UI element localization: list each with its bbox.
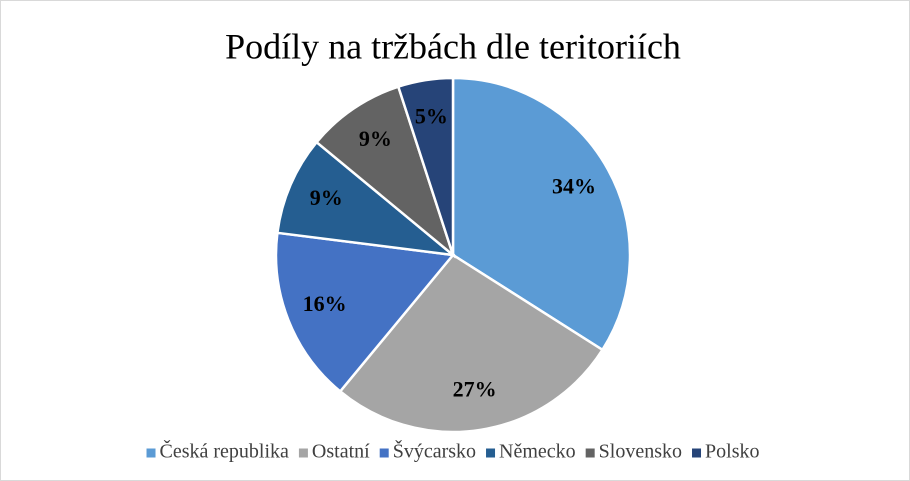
data-label: 16% [303, 291, 347, 316]
pie-slice [314, 85, 456, 259]
pie-slice [338, 253, 605, 434]
legend-label: Německo [499, 441, 576, 463]
pie-slice [396, 76, 455, 256]
data-label: 34% [552, 174, 596, 199]
legend-swatch [585, 448, 595, 458]
legend-swatch [298, 448, 308, 458]
data-label: 27% [453, 376, 497, 401]
pie-slice [274, 231, 456, 394]
data-label: 5% [415, 104, 448, 129]
data-label: 9% [359, 126, 392, 151]
legend-swatch [379, 448, 389, 458]
legend-swatch [486, 448, 496, 458]
legend-label: Ostatní [312, 441, 370, 463]
legend-label: Polsko [705, 441, 759, 463]
legend-label: Slovensko [599, 441, 682, 463]
legend-swatch [692, 448, 702, 458]
pie-slice [275, 140, 458, 257]
legend-label: Česká republika [160, 439, 290, 463]
chart-title: Podíly na tržbách dle teritoriích [225, 26, 681, 66]
legend-swatch [146, 448, 156, 458]
data-label: 9% [310, 185, 343, 210]
legend-label: Švýcarsko [393, 439, 476, 463]
